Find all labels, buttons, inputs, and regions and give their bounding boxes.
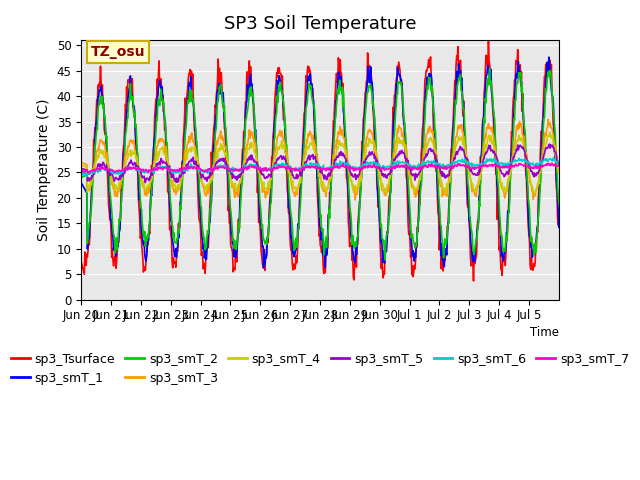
sp3_smT_1 [545, 54, 553, 60]
sp3_smT_4 [263, 186, 271, 192]
sp3_smT_5 [222, 162, 230, 168]
sp3_smT_4 [77, 162, 85, 168]
sp3_smT_6 [396, 161, 404, 167]
sp3_smT_4 [396, 140, 403, 146]
Y-axis label: Soil Temperature (C): Soil Temperature (C) [37, 99, 51, 241]
Text: TZ_osu: TZ_osu [91, 45, 145, 59]
sp3_smT_2 [369, 101, 376, 107]
Line: sp3_smT_3: sp3_smT_3 [81, 120, 559, 200]
sp3_smT_7 [369, 164, 377, 169]
sp3_smT_1 [77, 180, 85, 186]
Line: sp3_smT_4: sp3_smT_4 [81, 132, 559, 194]
Line: sp3_smT_2: sp3_smT_2 [81, 69, 559, 260]
sp3_smT_3 [263, 191, 271, 197]
sp3_smT_5 [133, 163, 141, 169]
sp3_smT_7 [86, 170, 93, 176]
Text: Time: Time [530, 326, 559, 339]
sp3_Tsurface [484, 37, 492, 43]
sp3_smT_6 [77, 168, 85, 174]
sp3_smT_7 [396, 165, 404, 170]
sp3_smT_4 [221, 153, 229, 158]
sp3_smT_6 [549, 155, 557, 161]
sp3_smT_5 [555, 161, 563, 167]
sp3_smT_3 [77, 159, 85, 165]
sp3_Tsurface [133, 166, 141, 172]
sp3_smT_7 [134, 166, 141, 172]
sp3_Tsurface [263, 243, 271, 249]
sp3_smT_3 [221, 144, 229, 150]
sp3_smT_1 [245, 89, 253, 95]
sp3_smT_3 [133, 155, 141, 161]
sp3_Tsurface [221, 129, 229, 134]
Title: SP3 Soil Temperature: SP3 Soil Temperature [224, 15, 416, 33]
sp3_smT_5 [246, 154, 253, 160]
sp3_smT_2 [381, 257, 389, 263]
sp3_smT_1 [555, 224, 563, 230]
sp3_smT_7 [246, 165, 253, 170]
sp3_smT_4 [133, 160, 141, 166]
sp3_smT_5 [77, 166, 85, 171]
sp3_smT_6 [134, 167, 141, 173]
sp3_smT_1 [321, 265, 329, 271]
sp3_smT_5 [546, 141, 554, 147]
sp3_smT_1 [369, 106, 377, 111]
sp3_smT_2 [486, 66, 493, 72]
sp3_smT_3 [369, 138, 377, 144]
sp3_smT_1 [263, 252, 271, 258]
sp3_smT_5 [369, 152, 377, 157]
sp3_smT_2 [263, 241, 271, 247]
sp3_smT_2 [221, 120, 229, 126]
sp3_smT_6 [246, 163, 253, 169]
sp3_smT_2 [396, 80, 404, 86]
sp3_smT_5 [141, 180, 149, 185]
sp3_smT_4 [555, 170, 563, 176]
sp3_Tsurface [396, 63, 403, 69]
sp3_Tsurface [555, 219, 563, 225]
sp3_smT_2 [77, 175, 85, 180]
sp3_smT_4 [442, 191, 449, 197]
sp3_smT_7 [222, 164, 230, 170]
sp3_Tsurface [369, 99, 376, 105]
sp3_smT_5 [264, 175, 271, 180]
sp3_smT_7 [264, 167, 271, 173]
sp3_smT_3 [396, 125, 404, 131]
sp3_smT_6 [264, 168, 271, 174]
sp3_smT_3 [351, 197, 359, 203]
sp3_smT_2 [245, 98, 253, 104]
sp3_smT_1 [396, 72, 404, 78]
sp3_smT_6 [83, 174, 91, 180]
sp3_smT_3 [555, 166, 563, 172]
sp3_smT_4 [245, 146, 253, 152]
Line: sp3_Tsurface: sp3_Tsurface [81, 40, 559, 281]
sp3_smT_4 [369, 140, 376, 146]
sp3_smT_2 [555, 201, 563, 207]
Line: sp3_smT_1: sp3_smT_1 [81, 57, 559, 268]
sp3_smT_2 [133, 149, 141, 155]
sp3_smT_1 [133, 159, 141, 165]
sp3_Tsurface [470, 278, 477, 284]
sp3_smT_6 [555, 158, 563, 164]
Legend: sp3_Tsurface, sp3_smT_1, sp3_smT_2, sp3_smT_3, sp3_smT_4, sp3_smT_5, sp3_smT_6, : sp3_Tsurface, sp3_smT_1, sp3_smT_2, sp3_… [6, 348, 634, 390]
sp3_smT_4 [547, 130, 554, 135]
sp3_smT_1 [221, 121, 229, 127]
sp3_smT_7 [555, 163, 563, 168]
sp3_smT_7 [77, 166, 85, 171]
sp3_smT_3 [545, 117, 552, 122]
sp3_smT_3 [245, 135, 253, 141]
Line: sp3_smT_5: sp3_smT_5 [81, 144, 559, 182]
Line: sp3_smT_7: sp3_smT_7 [81, 163, 559, 173]
sp3_Tsurface [77, 259, 85, 264]
sp3_smT_6 [222, 165, 230, 170]
sp3_smT_5 [396, 149, 404, 155]
Line: sp3_smT_6: sp3_smT_6 [81, 158, 559, 177]
sp3_smT_6 [369, 159, 377, 165]
sp3_Tsurface [245, 69, 253, 74]
sp3_smT_7 [548, 160, 556, 166]
